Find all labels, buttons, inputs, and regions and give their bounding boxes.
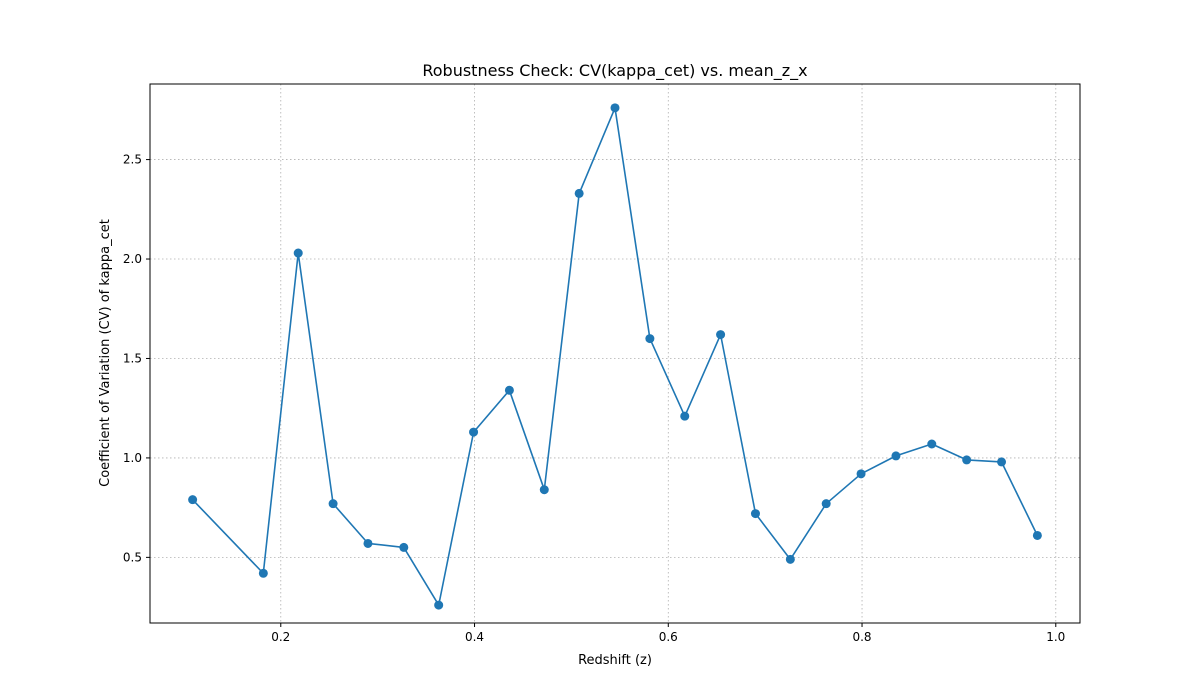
data-point: [539, 485, 549, 495]
chart-title: Robustness Check: CV(kappa_cet) vs. mean…: [422, 61, 807, 81]
data-point: [1032, 530, 1042, 540]
data-point: [716, 330, 726, 340]
data-point: [750, 509, 760, 519]
y-axis-label: Coefficient of Variation (CV) of kappa_c…: [98, 219, 113, 487]
grid-layer: [150, 84, 1080, 623]
x-tick-label: 0.4: [465, 630, 484, 644]
x-tick-label: 0.2: [271, 630, 290, 644]
series-layer: [188, 103, 1042, 610]
y-tick-label: 0.5: [123, 550, 142, 564]
data-point: [962, 455, 972, 465]
plot-frame: [149, 83, 1081, 624]
data-point: [328, 499, 338, 509]
data-point: [856, 469, 866, 479]
y-tick-label: 2.0: [123, 252, 142, 266]
y-tick-label: 2.5: [123, 153, 142, 167]
y-tick-label: 1.5: [123, 351, 142, 365]
data-point: [363, 538, 373, 548]
x-tick-label: 0.6: [659, 630, 678, 644]
data-point: [574, 188, 584, 198]
data-point: [610, 103, 620, 113]
x-tick-label: 0.8: [852, 630, 871, 644]
data-point: [891, 451, 901, 461]
data-point: [997, 457, 1007, 467]
y-tick-label: 1.0: [123, 451, 142, 465]
tick-layer: 0.2 0.4 0.6 0.8 1.0 0.5 1.0 1.5 2.0 2.5: [123, 153, 1065, 644]
data-point: [399, 542, 409, 552]
data-point: [188, 495, 198, 505]
data-point: [469, 427, 479, 437]
data-point: [821, 499, 831, 509]
data-point: [504, 385, 514, 395]
data-point: [785, 554, 795, 564]
data-point: [434, 600, 444, 610]
x-tick-label: 1.0: [1046, 630, 1065, 644]
data-point: [258, 568, 268, 578]
series-line: [192, 107, 1039, 606]
data-point: [680, 411, 690, 421]
data-point: [927, 439, 937, 449]
x-axis-label: Redshift (z): [578, 653, 652, 668]
data-point: [645, 334, 655, 344]
data-point: [293, 248, 303, 258]
